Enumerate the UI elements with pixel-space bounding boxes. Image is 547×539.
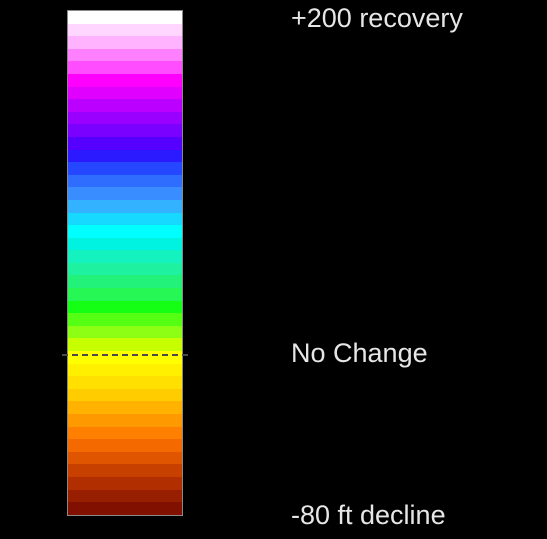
color-band — [68, 464, 182, 477]
color-band — [68, 124, 182, 137]
zero-label: No Change — [291, 338, 428, 368]
min-label: -80 ft decline — [291, 500, 446, 530]
color-band — [68, 86, 182, 100]
color-band — [68, 48, 182, 62]
color-band — [68, 288, 182, 301]
color-band — [68, 61, 182, 74]
color-band — [68, 199, 182, 213]
color-band — [68, 451, 182, 465]
color-band — [68, 23, 182, 37]
color-band — [68, 300, 182, 314]
color-band — [68, 325, 182, 339]
color-band — [68, 36, 182, 49]
color-band — [68, 262, 182, 276]
color-band — [68, 212, 182, 226]
color-band — [68, 111, 182, 125]
no-change-dashed-line — [62, 354, 188, 356]
color-band — [68, 275, 182, 289]
color-band — [68, 250, 182, 263]
color-band — [68, 174, 182, 188]
color-band — [68, 11, 182, 24]
color-band — [68, 225, 182, 238]
color-band — [68, 313, 182, 326]
color-band — [68, 439, 182, 452]
color-band — [68, 149, 182, 163]
color-band — [68, 401, 182, 414]
color-scale-bar — [67, 10, 183, 516]
color-band — [68, 351, 182, 364]
color-band — [68, 376, 182, 389]
color-band — [68, 426, 182, 440]
color-band — [68, 99, 182, 112]
color-band — [68, 388, 182, 402]
color-band — [68, 136, 182, 150]
color-band — [68, 476, 182, 490]
color-band — [68, 187, 182, 200]
color-band — [68, 489, 182, 503]
color-band — [68, 363, 182, 377]
max-label: +200 recovery — [291, 3, 463, 33]
color-band — [68, 237, 182, 251]
color-band — [68, 73, 182, 87]
color-band — [68, 338, 182, 352]
color-band — [68, 414, 182, 427]
color-band — [68, 502, 182, 515]
color-band — [68, 162, 182, 175]
